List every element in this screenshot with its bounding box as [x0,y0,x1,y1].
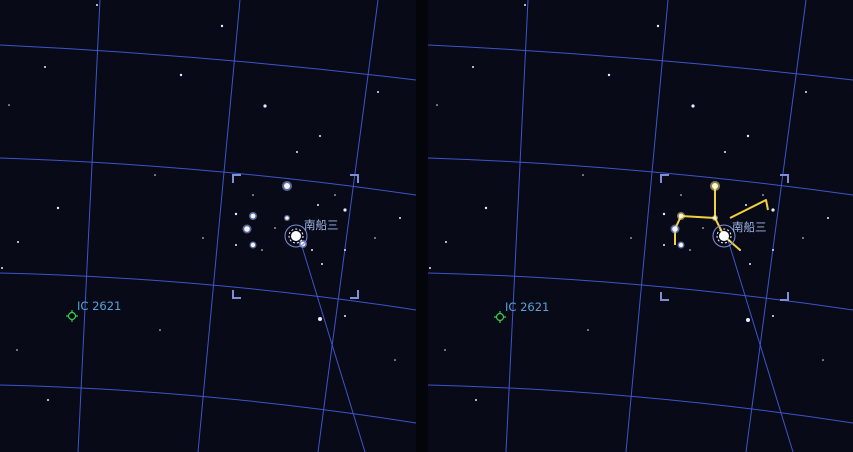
sky-chart-left[interactable] [0,0,416,452]
selection-reticle [660,174,789,301]
star-field [1,4,401,401]
sky-view-left[interactable]: IC 2621 南船三 [0,0,416,452]
star-name-label[interactable]: 南船三 [732,220,767,234]
dso-crosshair-icon[interactable] [66,310,78,322]
star-target-icon[interactable] [284,224,308,248]
selection-reticle [232,174,359,299]
constellation-lines [674,186,769,251]
sky-chart-right[interactable] [428,0,853,452]
coordinate-grid [0,0,416,452]
deep-sky-label[interactable]: IC 2621 [77,299,122,313]
sky-view-right[interactable]: IC 2621 南船三 [428,0,853,452]
star-name-label[interactable]: 南船三 [304,218,339,232]
star-field [429,4,829,401]
coordinate-grid [428,0,853,452]
star-target-icon[interactable] [712,224,736,248]
dso-crosshair-icon[interactable] [494,311,506,323]
deep-sky-label[interactable]: IC 2621 [505,300,550,314]
panel-divider [416,0,428,452]
bright-stars [670,181,720,249]
